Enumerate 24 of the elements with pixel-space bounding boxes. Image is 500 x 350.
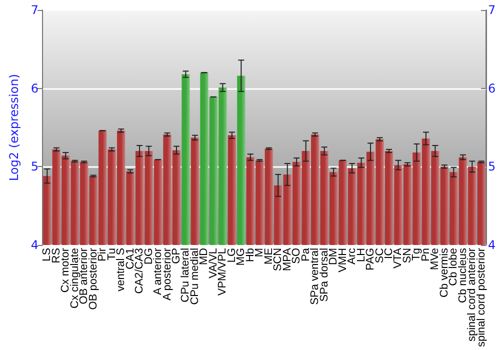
x-tick-label: LG	[226, 248, 238, 263]
x-tick-label: Arc	[346, 247, 358, 264]
x-tick-label: M	[254, 248, 266, 258]
y-axis-title: Log2 (expression)	[7, 74, 21, 181]
x-tick-label: MVe	[429, 248, 442, 270]
x-tick-label: RS	[50, 248, 62, 264]
x-tick-label: IC	[382, 248, 395, 259]
x-tick-label: SN	[401, 248, 414, 264]
x-tick-label: SPa dorsal	[318, 248, 330, 302]
y2-tick-label: 4	[488, 238, 496, 252]
x-tick-label: SCN	[272, 248, 284, 272]
y-tick-label: 5	[30, 160, 39, 174]
y-tick-label: 6	[30, 81, 39, 96]
x-tick-label: Pir	[96, 248, 109, 262]
x-tick-label: CPu medial	[188, 248, 201, 305]
x-tick-label: GP	[170, 248, 182, 264]
y2-tick-label: 7	[488, 3, 496, 17]
x-tick-label: Tg	[410, 248, 423, 261]
y-tick-label: 7	[30, 3, 39, 17]
y-tick-label: 4	[30, 238, 39, 252]
x-tick-label: DG	[142, 248, 155, 264]
y2-tick-label: 5	[488, 160, 496, 174]
x-tick-label: Hb	[244, 248, 256, 262]
y2-tick-label: 6	[488, 81, 496, 96]
